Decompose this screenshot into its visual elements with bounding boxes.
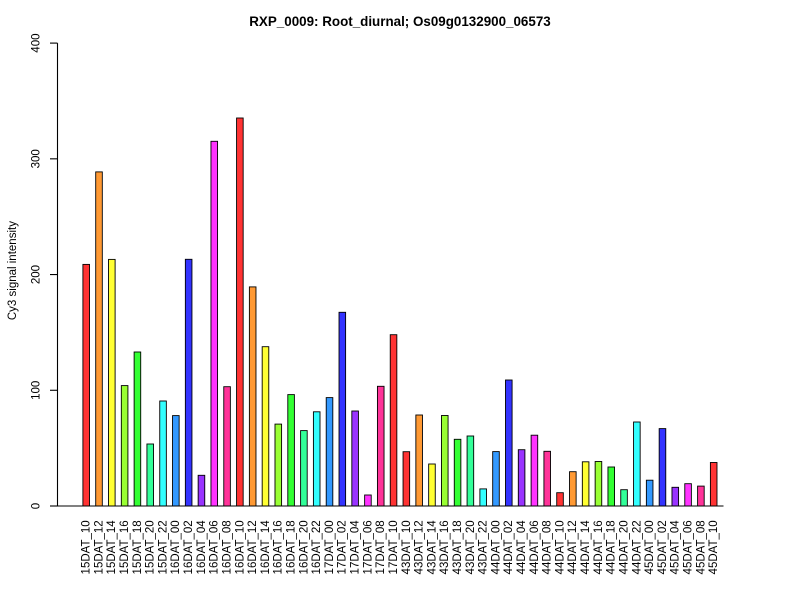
svg-text:17DAT_06: 17DAT_06 (362, 520, 374, 574)
svg-text:45DAT_02: 45DAT_02 (657, 520, 669, 574)
svg-text:17DAT_00: 17DAT_00 (324, 520, 336, 574)
svg-text:43DAT_14: 43DAT_14 (426, 520, 438, 575)
svg-text:16DAT_08: 16DAT_08 (221, 520, 233, 574)
svg-text:44DAT_10: 44DAT_10 (554, 520, 566, 574)
svg-text:44DAT_20: 44DAT_20 (618, 520, 630, 574)
svg-text:15DAT_16: 15DAT_16 (119, 520, 131, 574)
svg-text:44DAT_02: 44DAT_02 (503, 520, 515, 574)
svg-text:44DAT_22: 44DAT_22 (631, 520, 643, 574)
svg-text:RXP_0009: Root_diurnal; Os09g0: RXP_0009: Root_diurnal; Os09g0132900_065… (249, 14, 550, 29)
svg-text:16DAT_18: 16DAT_18 (286, 520, 298, 574)
svg-text:45DAT_10: 45DAT_10 (708, 520, 720, 574)
svg-text:43DAT_12: 43DAT_12 (414, 520, 426, 574)
svg-text:15DAT_10: 15DAT_10 (81, 520, 93, 574)
svg-text:44DAT_12: 44DAT_12 (567, 520, 579, 574)
svg-text:44DAT_04: 44DAT_04 (516, 520, 528, 575)
svg-text:Cy3 signal intensity: Cy3 signal intensity (7, 221, 19, 320)
svg-text:45DAT_00: 45DAT_00 (644, 520, 656, 574)
svg-text:44DAT_06: 44DAT_06 (529, 520, 541, 574)
svg-text:45DAT_08: 45DAT_08 (695, 520, 707, 574)
svg-text:17DAT_10: 17DAT_10 (388, 520, 400, 574)
svg-text:43DAT_18: 43DAT_18 (452, 520, 464, 574)
svg-text:16DAT_02: 16DAT_02 (183, 520, 195, 574)
svg-text:15DAT_22: 15DAT_22 (157, 520, 169, 574)
svg-text:16DAT_14: 16DAT_14 (260, 520, 272, 575)
svg-text:16DAT_06: 16DAT_06 (209, 520, 221, 574)
svg-text:15DAT_18: 15DAT_18 (132, 520, 144, 574)
svg-text:43DAT_20: 43DAT_20 (465, 520, 477, 574)
svg-text:15DAT_14: 15DAT_14 (106, 520, 118, 575)
svg-text:43DAT_16: 43DAT_16 (439, 520, 451, 574)
svg-text:44DAT_14: 44DAT_14 (580, 520, 592, 575)
svg-text:44DAT_16: 44DAT_16 (593, 520, 605, 574)
svg-text:15DAT_12: 15DAT_12 (93, 520, 105, 574)
svg-text:400: 400 (31, 34, 43, 53)
svg-text:45DAT_06: 45DAT_06 (682, 520, 694, 574)
svg-text:0: 0 (31, 503, 43, 509)
svg-text:44DAT_18: 44DAT_18 (606, 520, 618, 574)
svg-text:44DAT_08: 44DAT_08 (542, 520, 554, 574)
svg-text:100: 100 (31, 381, 43, 400)
svg-text:16DAT_22: 16DAT_22 (311, 520, 323, 574)
svg-text:300: 300 (31, 149, 43, 168)
svg-text:16DAT_20: 16DAT_20 (298, 520, 310, 574)
svg-text:16DAT_12: 16DAT_12 (247, 520, 259, 574)
svg-text:15DAT_20: 15DAT_20 (145, 520, 157, 574)
svg-text:16DAT_10: 16DAT_10 (234, 520, 246, 574)
svg-text:200: 200 (31, 265, 43, 284)
svg-text:16DAT_00: 16DAT_00 (170, 520, 182, 574)
svg-text:17DAT_02: 17DAT_02 (337, 520, 349, 574)
svg-text:17DAT_08: 17DAT_08 (375, 520, 387, 574)
svg-text:16DAT_16: 16DAT_16 (273, 520, 285, 574)
svg-text:17DAT_04: 17DAT_04 (350, 520, 362, 575)
svg-text:16DAT_04: 16DAT_04 (196, 520, 208, 575)
svg-text:43DAT_10: 43DAT_10 (401, 520, 413, 574)
svg-text:45DAT_04: 45DAT_04 (670, 520, 682, 575)
svg-text:43DAT_22: 43DAT_22 (478, 520, 490, 574)
svg-text:44DAT_00: 44DAT_00 (490, 520, 502, 574)
